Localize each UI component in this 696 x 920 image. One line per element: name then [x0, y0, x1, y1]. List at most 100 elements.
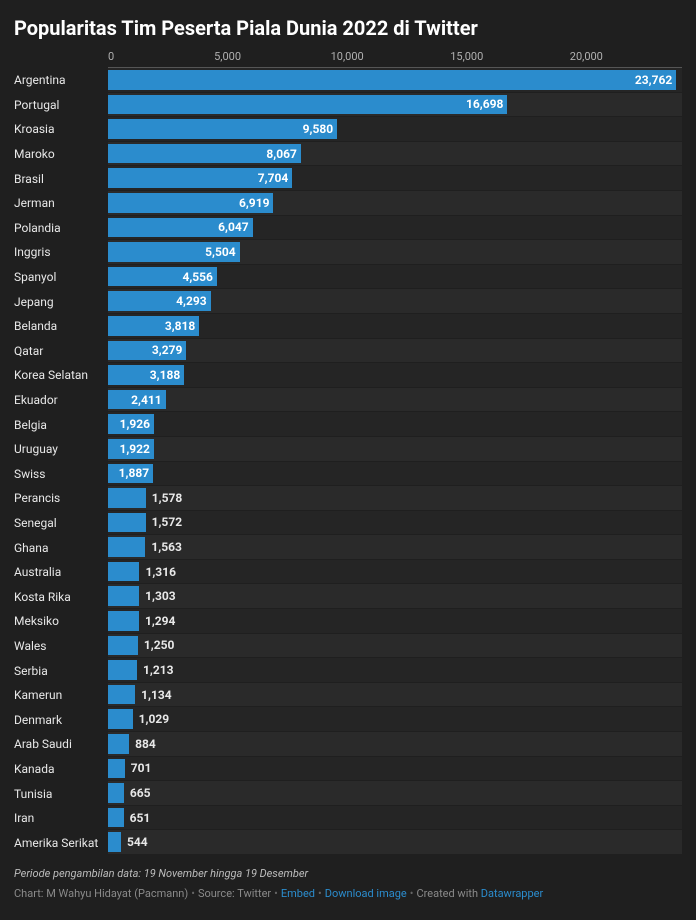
bar-value: 1,926 [120, 417, 151, 431]
bar-track: 2,411 [108, 388, 682, 413]
bar: 4,293 [108, 291, 211, 311]
bar: 665 [108, 783, 124, 803]
created-prefix: Created with [416, 887, 480, 900]
x-tick: 5,000 [214, 50, 241, 63]
bar-row: Portugal16,698 [108, 93, 682, 118]
bar-row: Argentina23,762 [108, 68, 682, 93]
bar-value: 3,279 [152, 343, 183, 357]
bar-track: 5,504 [108, 240, 682, 265]
bar-value: 665 [130, 786, 151, 800]
bar-row: Senegal1,572 [108, 511, 682, 536]
bar-value: 651 [130, 811, 151, 825]
y-label: Australia [14, 565, 104, 579]
x-tick: 10,000 [331, 50, 364, 63]
y-label: Portugal [14, 98, 104, 112]
bar-row: Perancis1,578 [108, 486, 682, 511]
bar: 1,294 [108, 611, 139, 631]
y-label: Kanada [14, 762, 104, 776]
y-label: Jepang [14, 295, 104, 309]
y-label: Swiss [14, 467, 104, 481]
chart-title: Popularitas Tim Peserta Piala Dunia 2022… [14, 16, 682, 40]
bar-row: Inggris5,504 [108, 240, 682, 265]
bar-track: 4,293 [108, 289, 682, 314]
bar-track: 1,294 [108, 609, 682, 634]
y-label: Qatar [14, 344, 104, 358]
y-label: Perancis [14, 491, 104, 505]
bar-row: Belanda3,818 [108, 314, 682, 339]
y-label: Spanyol [14, 270, 104, 284]
bar: 1,303 [108, 586, 139, 606]
bar-row: Brasil7,704 [108, 166, 682, 191]
footer-credits: Chart: M Wahyu Hidayat (Pacmann)•Source:… [14, 885, 682, 903]
bar-value: 16,698 [466, 97, 503, 111]
bar-row: Polandia6,047 [108, 216, 682, 241]
bar-track: 651 [108, 806, 682, 831]
bar: 1,887 [108, 464, 153, 484]
separator: • [410, 887, 414, 900]
bar-value: 1,316 [145, 565, 176, 579]
x-tick: 20,000 [570, 50, 603, 63]
bar-row: Kroasia9,580 [108, 117, 682, 142]
datawrapper-link[interactable]: Datawrapper [481, 887, 543, 900]
bar-value: 1,563 [151, 540, 182, 554]
credit-chart: M Wahyu Hidayat (Pacmann) [46, 887, 188, 900]
y-label: Meksiko [14, 614, 104, 628]
bar-value: 4,293 [176, 294, 207, 308]
bar-track: 884 [108, 732, 682, 757]
bar-track: 1,213 [108, 658, 682, 683]
bar: 701 [108, 759, 125, 779]
y-label: Ekuador [14, 393, 104, 407]
bar-row: Uruguay1,922 [108, 437, 682, 462]
y-label: Arab Saudi [14, 737, 104, 751]
bar-row: Korea Selatan3,188 [108, 363, 682, 388]
bar: 1,250 [108, 636, 138, 656]
bar-track: 7,704 [108, 166, 682, 191]
y-label: Amerika Serikat [14, 836, 104, 850]
bar: 3,279 [108, 341, 186, 361]
bar: 2,411 [108, 390, 166, 410]
bar-value: 3,818 [165, 319, 196, 333]
bar: 1,572 [108, 513, 146, 533]
bar: 9,580 [108, 119, 337, 139]
embed-link[interactable]: Embed [281, 887, 315, 900]
bar: 3,188 [108, 365, 184, 385]
bar-row: Ghana1,563 [108, 535, 682, 560]
download-link[interactable]: Download image [325, 887, 407, 900]
bar-value: 1,578 [152, 491, 183, 505]
bar-track: 1,029 [108, 707, 682, 732]
bar-row: Serbia1,213 [108, 658, 682, 683]
bar-track: 1,572 [108, 511, 682, 536]
bar-row: Swiss1,887 [108, 462, 682, 487]
bar: 23,762 [108, 70, 676, 90]
bar-track: 1,578 [108, 486, 682, 511]
bar-row: Jerman6,919 [108, 191, 682, 216]
bar: 5,504 [108, 242, 240, 262]
bar-value: 5,504 [205, 245, 236, 259]
separator: • [191, 887, 195, 900]
x-axis: 05,00010,00015,00020,000 [108, 50, 682, 68]
bar-row: Belgia1,926 [108, 412, 682, 437]
bar-row: Denmark1,029 [108, 707, 682, 732]
credit-chart-prefix: Chart: [14, 887, 46, 900]
bar: 1,029 [108, 709, 133, 729]
bar-value: 6,919 [239, 196, 270, 210]
bar-track: 3,279 [108, 339, 682, 364]
bar-row: Kamerun1,134 [108, 683, 682, 708]
bar-track: 1,134 [108, 683, 682, 708]
bar-value: 1,922 [119, 442, 150, 456]
y-label: Uruguay [14, 442, 104, 456]
bar: 3,818 [108, 316, 199, 336]
bar-track: 1,303 [108, 584, 682, 609]
bar: 884 [108, 734, 129, 754]
bar-value: 9,580 [303, 122, 334, 136]
y-label: Kroasia [14, 122, 104, 136]
bar-track: 3,818 [108, 314, 682, 339]
bar-row: Tunisia665 [108, 781, 682, 806]
bar-track: 6,047 [108, 216, 682, 241]
bar-value: 1,303 [145, 589, 176, 603]
bar-value: 23,762 [635, 73, 672, 87]
credit-source: Twitter [237, 887, 271, 900]
bar-track: 6,919 [108, 191, 682, 216]
bar: 1,922 [108, 439, 154, 459]
y-label: Senegal [14, 516, 104, 530]
